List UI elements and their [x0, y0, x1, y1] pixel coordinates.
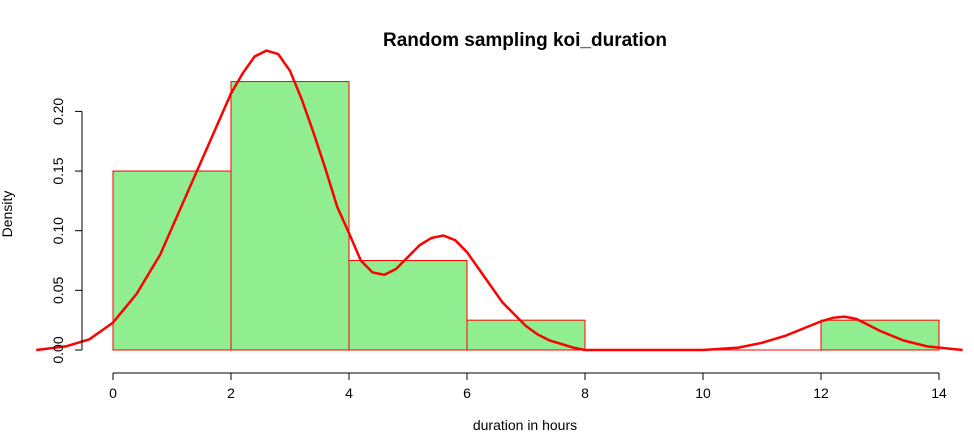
x-tick-label: 8 [581, 385, 589, 401]
y-tick-label: 0.20 [50, 98, 66, 125]
histogram-bars [112, 81, 940, 351]
y-tick-label: 0.15 [50, 157, 66, 184]
x-tick-label: 2 [227, 385, 235, 401]
x-tick-label: 6 [463, 385, 471, 401]
x-tick-label: 10 [695, 385, 711, 401]
density-curve [36, 49, 963, 352]
chart-title: Random sampling koi_duration [383, 30, 667, 51]
histogram-bar [348, 260, 468, 351]
y-tick-label: 0.00 [50, 336, 66, 363]
y-tick-label: 0.10 [50, 217, 66, 244]
histogram-bar [112, 170, 232, 351]
histogram-bar [230, 81, 350, 351]
y-tick-label: 0.05 [50, 277, 66, 304]
x-tick-label: 12 [813, 385, 829, 401]
x-axis: 0 2 4 6 8 10 12 14 [109, 372, 947, 401]
x-tick-label: 4 [345, 385, 353, 401]
y-axis: 0.00 0.05 0.10 0.15 0.20 [50, 98, 83, 364]
x-tick-label: 14 [931, 385, 947, 401]
y-axis-label: Density [0, 191, 15, 238]
x-tick-label: 0 [109, 385, 117, 401]
x-axis-label: duration in hours [473, 417, 577, 433]
